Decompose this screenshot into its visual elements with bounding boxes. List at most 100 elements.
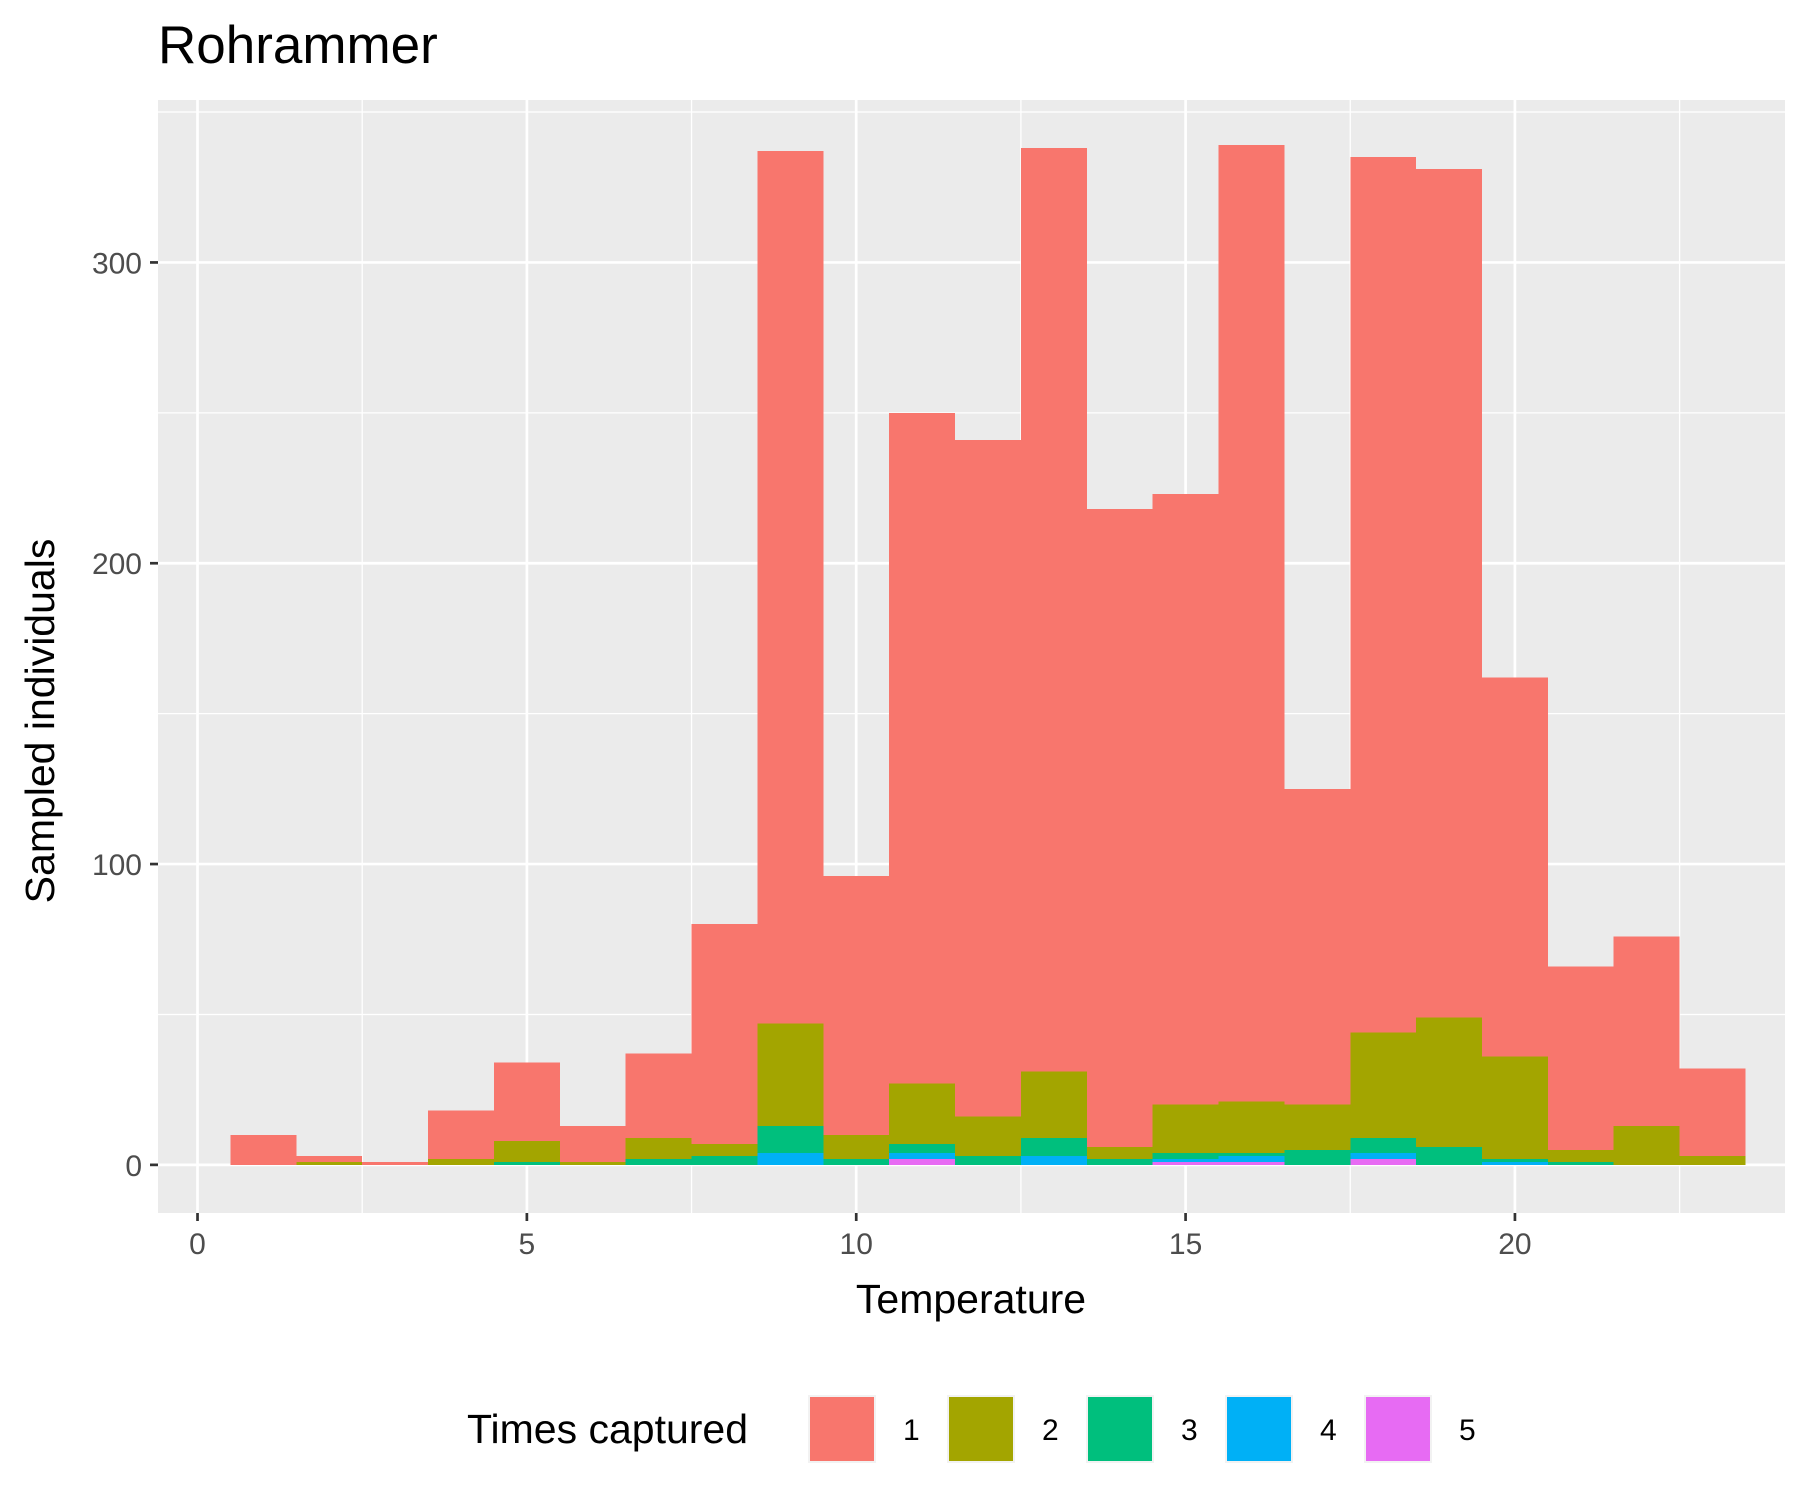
- bar-segment-series-3-x-10: [823, 1158, 890, 1165]
- bar-segment-series-2-x-13: [1020, 1071, 1087, 1138]
- legend-swatch-4: [1227, 1397, 1291, 1461]
- bar-segment-series-3-x-9: [757, 1125, 824, 1153]
- bar-segment-series-1-x-22: [1613, 936, 1680, 1126]
- bar-segment-series-1-x-17: [1284, 788, 1351, 1105]
- bar-segment-series-3-x-12: [955, 1155, 1021, 1165]
- y-tick-label: 0: [125, 1150, 142, 1183]
- plot-panel: [158, 100, 1785, 1213]
- bar-segment-series-1-x-12: [955, 439, 1021, 1117]
- bar-segment-series-1-x-8: [691, 924, 758, 1144]
- bar-segment-series-5-x-11: [889, 1158, 956, 1165]
- bar-segment-series-3-x-17: [1284, 1149, 1351, 1165]
- bar-segment-series-1-x-5: [493, 1062, 560, 1141]
- bar-segment-series-4-x-20: [1481, 1161, 1548, 1165]
- bar-segment-series-1-x-19: [1416, 169, 1482, 1018]
- bar-segment-series-3-x-18: [1350, 1137, 1417, 1153]
- bar-segment-series-2-x-7: [625, 1137, 692, 1159]
- bar-segment-series-3-x-20: [1481, 1158, 1548, 1162]
- x-tick-label: 15: [1169, 1228, 1202, 1261]
- bar-segment-series-2-x-4: [428, 1158, 494, 1165]
- bars: [230, 145, 1746, 1165]
- y-tick-label: 200: [92, 548, 142, 581]
- bar-segment-series-2-x-5: [493, 1140, 560, 1162]
- x-axis-title: Temperature: [856, 1276, 1086, 1322]
- bar-segment-series-3-x-21: [1547, 1161, 1614, 1165]
- bar-segment-series-2-x-8: [691, 1143, 758, 1156]
- bar-segment-series-2-x-12: [955, 1116, 1021, 1156]
- x-axis: 0 5 10 15 20: [189, 1213, 1532, 1261]
- bar-segment-series-2-x-9: [757, 1023, 824, 1126]
- bar-segment-series-3-x-11: [889, 1143, 956, 1153]
- legend-swatch-2: [949, 1397, 1013, 1461]
- bar-segment-series-2-x-2: [296, 1161, 363, 1165]
- bar-segment-series-3-x-19: [1416, 1146, 1482, 1165]
- bar-segment-series-3-x-8: [691, 1155, 758, 1165]
- bar-segment-series-2-x-15: [1152, 1104, 1219, 1153]
- bar-segment-series-1-x-9: [757, 151, 824, 1024]
- legend-swatch-3: [1088, 1397, 1152, 1461]
- bar-segment-series-3-x-14: [1086, 1158, 1153, 1165]
- bar-segment-series-3-x-15: [1152, 1152, 1219, 1159]
- bar-segment-series-4-x-9: [757, 1152, 824, 1165]
- bar-segment-series-1-x-14: [1086, 509, 1153, 1147]
- bar-segment-series-1-x-3: [362, 1161, 429, 1165]
- bar-segment-series-2-x-6: [559, 1161, 626, 1165]
- legend-swatch-1: [810, 1397, 874, 1461]
- legend-swatch-5: [1366, 1397, 1430, 1461]
- bar-segment-series-2-x-19: [1416, 1017, 1482, 1147]
- bar-segment-series-3-x-13: [1020, 1137, 1087, 1156]
- bar-segment-series-2-x-17: [1284, 1104, 1351, 1150]
- y-tick-label: 100: [92, 849, 142, 882]
- bar-segment-series-3-x-16: [1218, 1152, 1285, 1156]
- bar-segment-series-1-x-16: [1218, 145, 1285, 1102]
- bar-segment-series-4-x-13: [1020, 1155, 1087, 1165]
- bar-segment-series-5-x-18: [1350, 1158, 1417, 1165]
- y-tick-label: 300: [92, 247, 142, 280]
- bar-segment-series-5-x-16: [1218, 1161, 1285, 1165]
- bar-segment-series-2-x-21: [1547, 1149, 1614, 1162]
- bar-segment-series-2-x-18: [1350, 1032, 1417, 1138]
- bar-segment-series-1-x-21: [1547, 966, 1614, 1150]
- legend-label-3: 3: [1181, 1414, 1198, 1447]
- bar-segment-series-2-x-14: [1086, 1146, 1153, 1159]
- bar-segment-series-2-x-10: [823, 1134, 890, 1159]
- bar-segment-series-2-x-23: [1679, 1155, 1746, 1165]
- bar-segment-series-2-x-20: [1481, 1056, 1548, 1159]
- legend-label-5: 5: [1459, 1414, 1476, 1447]
- bar-segment-series-4-x-18: [1350, 1152, 1417, 1159]
- y-axis-title: Sampled individuals: [17, 539, 63, 904]
- bar-segment-series-1-x-11: [889, 412, 956, 1084]
- bar-segment-series-3-x-5: [493, 1161, 560, 1165]
- bar-segment-series-1-x-10: [823, 876, 890, 1135]
- bar-segment-series-2-x-11: [889, 1083, 956, 1144]
- legend-title: Times captured: [467, 1406, 748, 1452]
- legend-label-2: 2: [1042, 1414, 1059, 1447]
- legend: Times captured 1 2 3 4 5: [467, 1395, 1476, 1463]
- bar-segment-series-2-x-16: [1218, 1101, 1285, 1153]
- bar-segment-series-1-x-15: [1152, 494, 1219, 1105]
- bar-segment-series-2-x-22: [1613, 1125, 1680, 1165]
- legend-label-1: 1: [903, 1414, 920, 1447]
- x-tick-label: 0: [189, 1228, 206, 1261]
- bar-segment-series-1-x-4: [428, 1110, 494, 1159]
- bar-segment-series-1-x-20: [1481, 677, 1548, 1057]
- x-tick-label: 5: [519, 1228, 536, 1261]
- x-tick-label: 10: [840, 1228, 873, 1261]
- legend-label-4: 4: [1320, 1414, 1337, 1447]
- bar-segment-series-4-x-15: [1152, 1158, 1219, 1162]
- bar-segment-series-1-x-18: [1350, 157, 1417, 1033]
- bar-segment-series-4-x-16: [1218, 1155, 1285, 1162]
- chart-title: Rohrammer: [158, 16, 438, 75]
- bar-segment-series-1-x-6: [559, 1125, 626, 1162]
- bar-segment-series-4-x-11: [889, 1152, 956, 1159]
- bar-segment-series-3-x-7: [625, 1158, 692, 1165]
- bar-segment-series-5-x-15: [1152, 1161, 1219, 1165]
- bar-segment-series-1-x-1: [230, 1134, 297, 1165]
- x-tick-label: 20: [1498, 1228, 1531, 1261]
- y-axis: 0 100 200 300: [92, 247, 158, 1183]
- bar-segment-series-1-x-23: [1679, 1068, 1746, 1156]
- bar-segment-series-1-x-13: [1020, 148, 1087, 1072]
- bar-segment-series-1-x-2: [296, 1155, 363, 1162]
- bar-segment-series-1-x-7: [625, 1053, 692, 1138]
